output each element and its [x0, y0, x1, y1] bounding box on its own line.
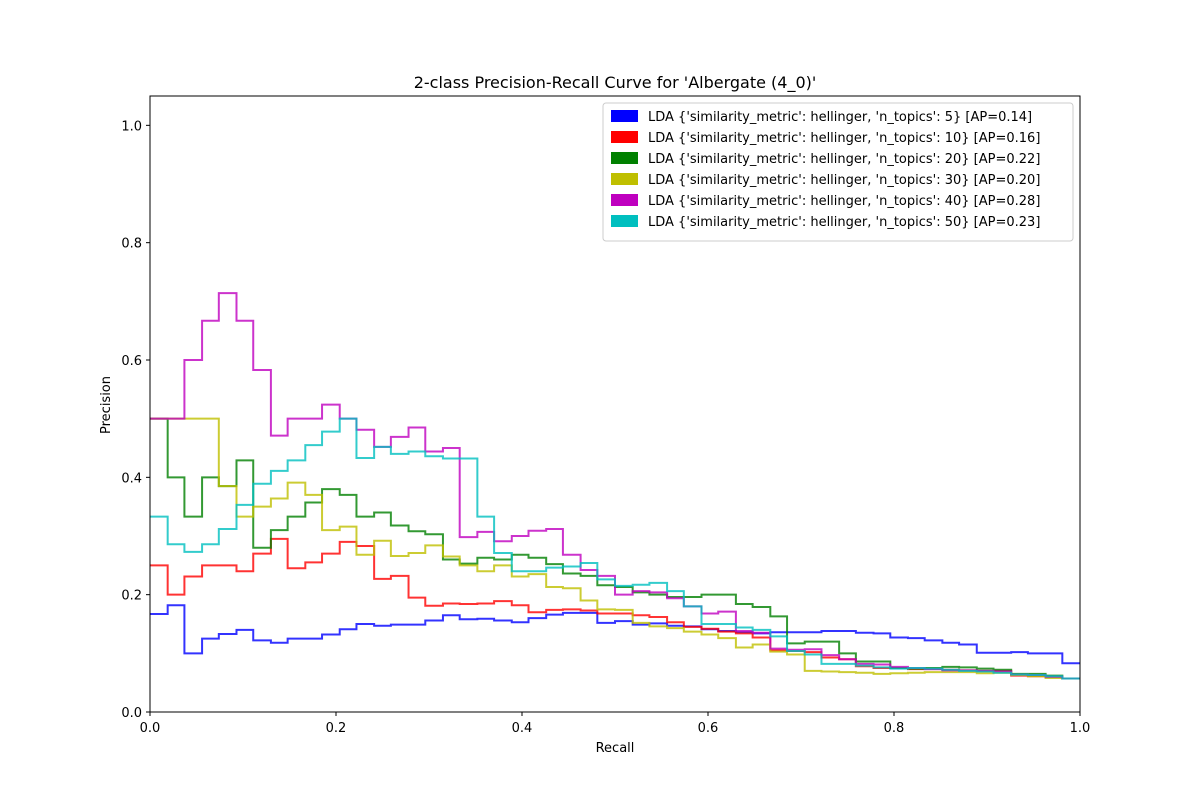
chart-title: 2-class Precision-Recall Curve for 'Albe… — [414, 73, 817, 93]
legend-swatch-2 — [611, 131, 638, 143]
legend-label-6: LDA {'similarity_metric': hellinger, 'n_… — [648, 215, 1040, 230]
legend-label-3: LDA {'similarity_metric': hellinger, 'n_… — [648, 152, 1040, 167]
series-line-4 — [150, 417, 1080, 680]
series-line-1 — [150, 604, 1080, 665]
x-tick-label: 0.4 — [512, 721, 533, 736]
y-tick-label: 0.2 — [121, 589, 142, 604]
legend-label-2: LDA {'similarity_metric': hellinger, 'n_… — [648, 131, 1040, 146]
series-lines — [150, 292, 1080, 680]
legend-label-1: LDA {'similarity_metric': hellinger, 'n_… — [648, 110, 1032, 125]
axes: 0.0 0.2 0.4 0.6 0.8 1.0 0.0 0.2 0.4 0.6 0.8 1.0 — [121, 95, 1091, 736]
legend-swatch-6 — [611, 215, 638, 227]
x-tick-label: 0.6 — [698, 721, 719, 736]
legend-swatch-1 — [611, 110, 638, 122]
legend-swatch-5 — [611, 194, 638, 206]
legend-swatch-3 — [611, 152, 638, 164]
y-axis-label: Precision — [99, 376, 114, 434]
x-tick-label: 0.8 — [884, 721, 905, 736]
y-tick-label: 0.0 — [121, 706, 142, 721]
y-tick-label: 1.0 — [121, 119, 142, 134]
x-tick-label: 0.0 — [140, 721, 161, 736]
series-line-6 — [150, 417, 1080, 680]
y-tick-label: 0.8 — [121, 237, 142, 252]
legend: LDA {'similarity_metric': hellinger, 'n_… — [602, 102, 1074, 242]
y-tick-label: 0.6 — [121, 354, 142, 369]
x-tick-label: 1.0 — [1070, 721, 1091, 736]
legend-swatch-4 — [611, 173, 638, 185]
y-tick-label: 0.4 — [121, 471, 142, 486]
legend-label-5: LDA {'similarity_metric': hellinger, 'n_… — [648, 194, 1040, 209]
x-tick-label: 0.2 — [326, 721, 347, 736]
legend-box — [602, 102, 1074, 242]
x-axis-label: Recall — [596, 741, 635, 756]
axes-frame — [149, 95, 1081, 713]
legend-label-4: LDA {'similarity_metric': hellinger, 'n_… — [648, 173, 1040, 188]
